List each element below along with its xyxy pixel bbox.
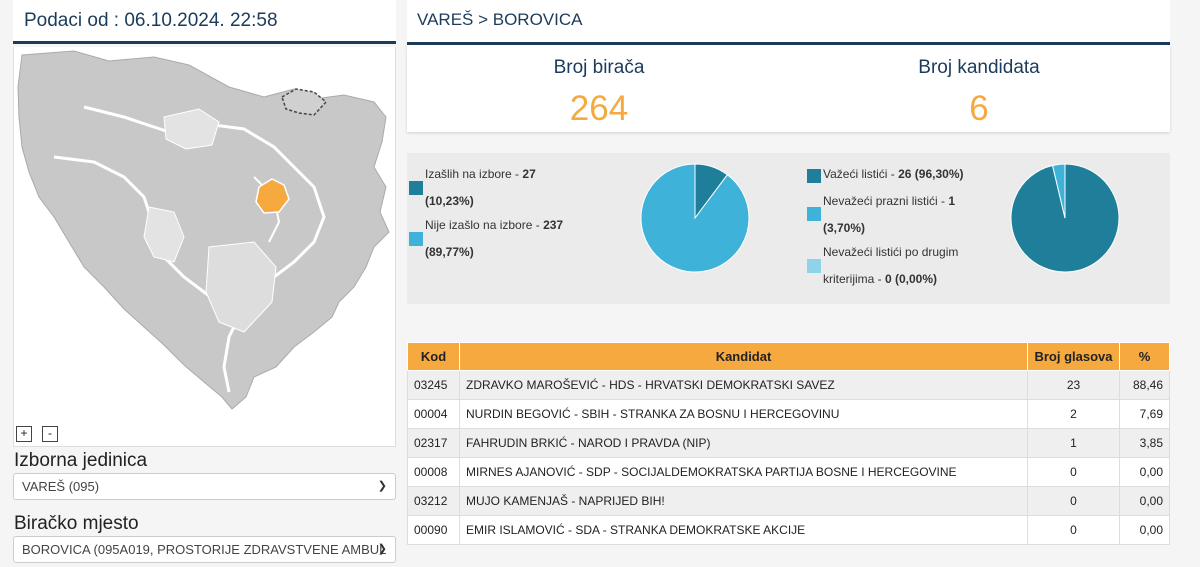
map-light-region-3 (205, 241, 277, 333)
cell-code: 00008 (407, 457, 460, 487)
cell-percent: 3,85 (1119, 428, 1170, 458)
cell-candidate: MIRNES AJANOVIĆ - SDP - SOCIJALDEMOKRATS… (459, 457, 1028, 487)
cell-votes: 23 (1027, 370, 1120, 400)
turnout-pie-chart[interactable] (640, 163, 750, 273)
zoom-out-button[interactable]: - (42, 426, 58, 442)
cell-percent: 7,69 (1119, 399, 1170, 429)
column-header-votes: Broj glasova (1027, 342, 1120, 371)
cell-code: 02317 (407, 428, 460, 458)
cell-percent: 0,00 (1119, 515, 1170, 545)
breadcrumb: VAREŠ > BOROVICA (417, 10, 583, 29)
legend-turnout-notvoted: Nije izašlo na izbore - 237 (89,77%) (425, 218, 564, 259)
cell-candidate: ZDRAVKO MAROŠEVIĆ - HDS - HRVATSKI DEMOK… (459, 370, 1028, 400)
legend-invalid-other-swatch (807, 259, 821, 273)
column-header-percent: % (1119, 342, 1170, 371)
cell-candidate: EMIR ISLAMOVIĆ - SDA - STRANKA DEMOKRATS… (459, 515, 1028, 545)
stats-panel: Broj birača 264 Broj kandidata 6 (407, 45, 1170, 132)
voters-label: Broj birača (553, 57, 645, 78)
cell-votes: 2 (1027, 399, 1120, 429)
cell-percent: 0,00 (1119, 486, 1170, 516)
breadcrumb-header: VAREŠ > BOROVICA (407, 0, 1170, 45)
legend-turnout-voted-swatch (409, 181, 423, 195)
legend-turnout-voted: Izašlih na izbore - 27 (10,23%) (425, 167, 536, 208)
map-selected-municipality (255, 178, 290, 214)
cell-code: 03212 (407, 486, 460, 516)
table-row: 03245 ZDRAVKO MAROŠEVIĆ - HDS - HRVATSKI … (407, 370, 1170, 400)
data-timestamp: Podaci od : 06.10.2024. 22:58 (24, 10, 278, 31)
candidates-label: Broj kandidata (918, 57, 1040, 78)
column-header-code: Kod (407, 342, 460, 371)
cell-code: 00004 (407, 399, 460, 429)
chevron-down-icon: ❯ (377, 543, 387, 555)
pies-panel: Izašlih na izbore - 27 (10,23%) Nije izaš… (407, 153, 1170, 304)
map-light-region-2 (143, 206, 185, 263)
pie-slice-not-voted[interactable] (640, 163, 750, 273)
map-country-shape (17, 50, 390, 410)
bih-map[interactable] (14, 47, 397, 447)
cell-percent: 88,46 (1119, 370, 1170, 400)
cell-candidate: NURDIN BEGOVIĆ - SBIH - STRANKA ZA BOSNU… (459, 399, 1028, 429)
polling-station-value: BOROVICA (095A019, PROSTORIJE ZDRAVSTVEN… (22, 542, 387, 557)
zoom-in-button[interactable]: + (16, 426, 32, 442)
electoral-unit-label: Izborna jedinica (14, 450, 148, 471)
column-header-candidate: Kandidat (459, 342, 1028, 371)
table-row: 03212 MUJO KAMENJAŠ - NAPRIJED BIH! 0 0,00 (407, 486, 1170, 516)
cell-candidate: FAHRUDIN BRKIĆ - NAROD I PRAVDA (NIP) (459, 428, 1028, 458)
map-panel[interactable] (13, 47, 396, 447)
table-header-row: Kod Kandidat Broj glasova % (407, 342, 1170, 371)
legend-invalid-other: Nevažeći listići po drugim kriterijima - … (823, 245, 959, 286)
table-row: 02317 FAHRUDIN BRKIĆ - NAROD I PRAVDA (NI… (407, 428, 1170, 458)
legend-valid: Važeći listići - 26 (96,30%) (823, 167, 964, 181)
cell-code: 00090 (407, 515, 460, 545)
chevron-down-icon: ❯ (377, 480, 387, 492)
cell-votes: 1 (1027, 428, 1120, 458)
legend-invalid-empty: Nevažeći prazni listići - 1 (3,70%) (823, 194, 956, 235)
cell-votes: 0 (1027, 457, 1120, 487)
cell-candidate: MUJO KAMENJAŠ - NAPRIJED BIH! (459, 486, 1028, 516)
candidates-value: 6 (969, 89, 989, 128)
cell-votes: 0 (1027, 515, 1120, 545)
polling-station-label: Biračko mjesto (14, 513, 139, 534)
legend-turnout-notvoted-swatch (409, 232, 423, 246)
electoral-unit-select[interactable]: VAREŠ (095) ❯ (13, 473, 396, 500)
table-row: 00090 EMIR ISLAMOVIĆ - SDA - STRANKA DEMO… (407, 515, 1170, 545)
candidates-table: Kod Kandidat Broj glasova % 03245 ZDRAVKO… (407, 342, 1170, 545)
table-row: 00004 NURDIN BEGOVIĆ - SBIH - STRANKA ZA … (407, 399, 1170, 429)
legend-valid-swatch (807, 169, 821, 183)
legend-invalid-empty-swatch (807, 207, 821, 221)
electoral-unit-value: VAREŠ (095) (22, 479, 100, 494)
pie-slice-invalid-empty[interactable] (1051, 163, 1066, 219)
polling-station-select[interactable]: BOROVICA (095A019, PROSTORIJE ZDRAVSTVEN… (13, 536, 396, 563)
cell-code: 03245 (407, 370, 460, 400)
map-brcko-district (281, 88, 328, 116)
table-row: 00008 MIRNES AJANOVIĆ - SDP - SOCIJALDEMO… (407, 457, 1170, 487)
timestamp-header: Podaci od : 06.10.2024. 22:58 (13, 0, 396, 44)
ballots-pie-chart[interactable] (1010, 163, 1120, 273)
cell-percent: 0,00 (1119, 457, 1170, 487)
cell-votes: 0 (1027, 486, 1120, 516)
voters-value: 264 (569, 89, 629, 128)
map-light-region (163, 108, 220, 150)
